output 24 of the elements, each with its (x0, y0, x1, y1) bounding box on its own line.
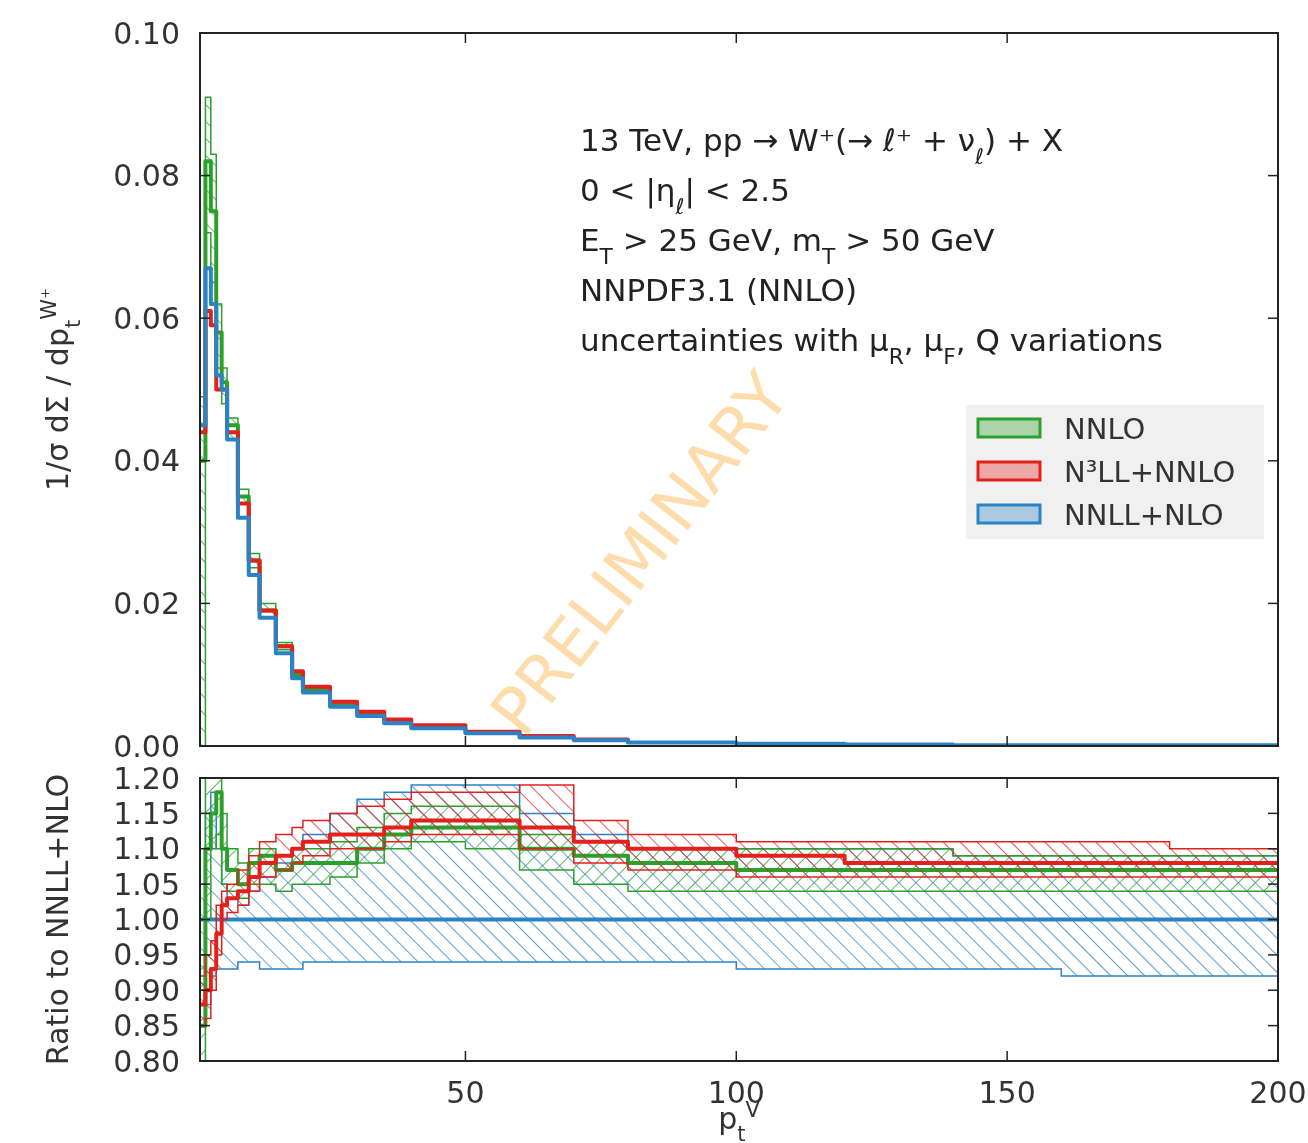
x-tick-label: 200 (1249, 1075, 1307, 1110)
y-axis-title: Ratio to NNLL+NLO (40, 773, 75, 1066)
annotation: NNPDF3.1 (NNLO) (580, 272, 858, 308)
y-tick-label: 1.00 (113, 902, 180, 937)
y-tick-label: 1.15 (113, 795, 180, 831)
y-tick-label: 0.02 (113, 585, 180, 621)
annotation: E$_{T}$ > 25 GeV, m$_{T}$ > 50 GeV (580, 222, 995, 269)
y-tick-label: 0.04 (113, 443, 180, 479)
y-tick-label: 0.90 (113, 972, 180, 1008)
legend-label: NNLO (1064, 412, 1146, 447)
y-tick-label: 0.85 (113, 1008, 180, 1044)
y-tick-label: 0.95 (113, 937, 180, 973)
y-tick-label: 0.06 (113, 300, 180, 336)
y-tick-label: 1.10 (113, 831, 180, 867)
x-tick-label: 150 (978, 1075, 1036, 1110)
y-tick-label: 0.10 (113, 15, 180, 51)
y-tick-label: 0.80 (113, 1043, 180, 1079)
legend-label: N³LL+NNLO (1064, 455, 1236, 490)
annotation: 13 TeV, pp → W⁺(→ ℓ⁺ + ν$_{ℓ}$) + X (580, 122, 1064, 169)
annotation: 0 < |η$_{ℓ}$| < 2.5 (580, 172, 790, 219)
y-tick-label: 1.05 (113, 866, 180, 902)
y-tick-label: 0.08 (113, 158, 180, 194)
x-tick-label: 50 (446, 1075, 485, 1110)
legend-label: NNLL+NLO (1064, 498, 1224, 533)
